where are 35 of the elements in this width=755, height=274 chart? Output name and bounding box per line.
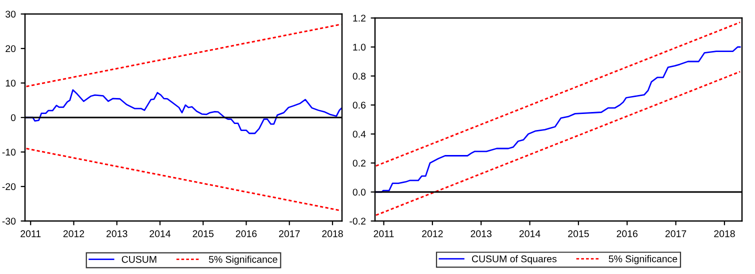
y-tick-label: 0 [10,114,16,122]
y-tick-label: -20 [2,183,16,190]
x-tick-label: 2017 [279,230,300,238]
x-tick-label: 2013 [470,230,492,238]
legend-label: CUSUM of Squares [472,255,557,264]
legend-label: CUSUM [122,256,156,263]
x-tick-label: 2018 [322,230,343,238]
y-tick-label: 10 [6,80,16,87]
y-tick-label: 20 [6,45,16,52]
x-tick-label: 2011 [20,230,41,238]
x-tick-label: 2012 [63,230,84,238]
y-tick-label: 1.2 [353,14,366,22]
x-tick-label: 2017 [665,230,686,238]
x-tick-label: 2015 [192,230,214,238]
x-tick-label: 2014 [519,230,540,238]
y-tick-label: 0.0 [352,188,366,196]
y-tick-label: 0.6 [352,102,366,109]
x-tick-label: 2014 [150,230,171,238]
y-tick-label: 0.2 [352,160,366,167]
legend-label: 5% Significance [208,256,278,265]
legend-label: 5% Significance [608,255,678,264]
x-tick-label: 2016 [236,230,257,238]
x-tick-label: 2015 [568,230,589,238]
y-tick-label: 1.0 [353,44,366,51]
y-tick-label: -0.2 [350,218,366,225]
y-tick-label: -30 [2,218,16,225]
y-tick-label: -10 [2,148,16,156]
x-tick-label: 2013 [106,230,128,238]
x-tick-label: 2011 [374,230,394,238]
y-tick-label: 0.8 [352,72,366,80]
x-tick-label: 2012 [422,230,443,238]
y-tick-label: 0.4 [352,130,366,138]
x-tick-label: 2018 [714,230,735,238]
x-tick-label: 2016 [616,230,638,238]
y-tick-label: 30 [6,10,16,18]
